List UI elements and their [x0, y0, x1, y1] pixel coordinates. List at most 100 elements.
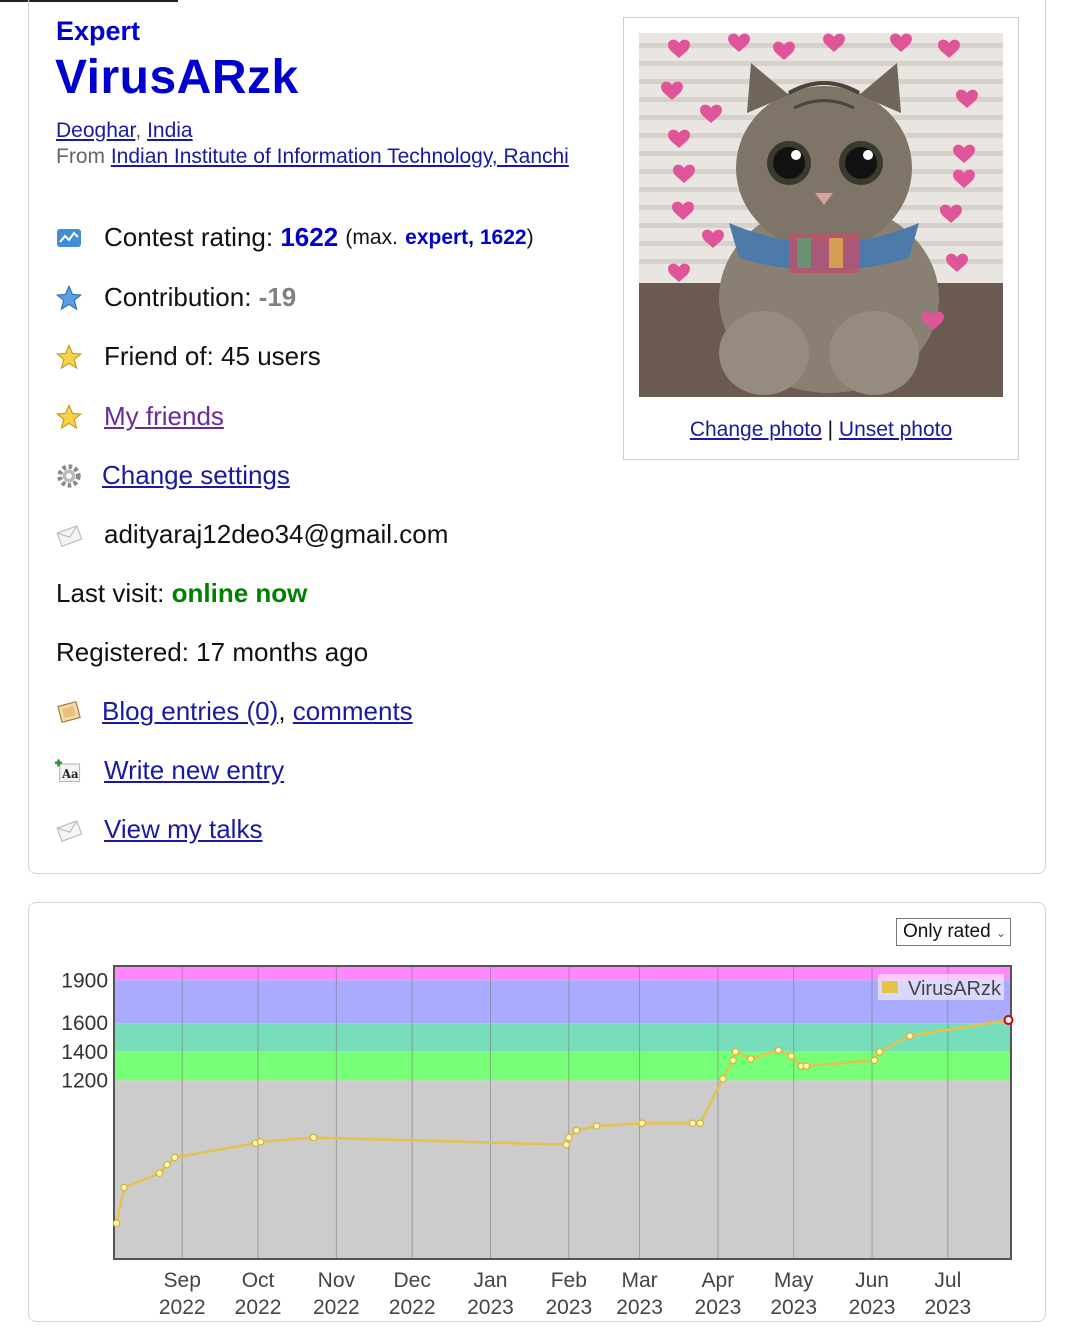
x-tick-year: 2022 [313, 1296, 360, 1319]
last-visit-row: Last visit: online now [56, 578, 307, 609]
rating-point [112, 1219, 121, 1228]
friend-of-row: Friend of: 45 users [54, 341, 321, 372]
rating-point [170, 1153, 179, 1162]
user-handle: VirusARzk [55, 51, 299, 104]
rating-point [787, 1052, 795, 1060]
blog-icon [54, 697, 84, 727]
registered-text: Registered: 17 months ago [56, 637, 369, 667]
x-tick-year: 2023 [770, 1296, 817, 1319]
rating-point [688, 1119, 697, 1128]
contest-rating-value: 1622 [280, 222, 339, 252]
photo-link-separator: | [827, 418, 834, 441]
rating-band [114, 1080, 1011, 1259]
rating-band [114, 966, 1011, 981]
last-visit-label: Last visit: [56, 578, 165, 608]
from-label: From [56, 145, 105, 168]
legend-box [878, 974, 1004, 1000]
rating-point [572, 1126, 581, 1135]
x-tick-month: May [774, 1269, 814, 1292]
email-row: adityaraj12deo34@gmail.com [54, 519, 448, 550]
rating-point [870, 1056, 879, 1065]
user-location: Deoghar, India From Indian Institute of … [56, 119, 569, 168]
organization-link[interactable]: Indian Institute of Information Technolo… [110, 145, 569, 168]
x-tick-month: Dec [393, 1269, 430, 1292]
rating-point [592, 1122, 601, 1130]
registered-row: Registered: 17 months ago [56, 637, 368, 668]
rated-filter-select[interactable]: Only rated ⌄ [896, 918, 1011, 946]
contribution-label: Contribution: [104, 282, 252, 312]
x-tick-month: Mar [621, 1269, 657, 1292]
y-tick-label: 1400 [61, 1041, 108, 1064]
gold-star-icon [54, 402, 84, 432]
rating-point [562, 1140, 571, 1149]
change-settings-link[interactable]: Change settings [102, 460, 290, 490]
svg-text:Aa: Aa [61, 767, 79, 781]
x-tick-year: 2022 [159, 1296, 206, 1319]
rating-chart: 1200 1400 1600 1900 Sep 2022 Oct 2022 Nov 2022 Dec… [61, 965, 1014, 1319]
max-rank-value: expert, 1622 [405, 225, 527, 249]
blog-entries-link[interactable]: Blog entries (0) [102, 696, 279, 726]
legend-swatch [882, 981, 898, 993]
rated-filter-value: Only rated [903, 921, 991, 942]
user-rank: Expert [56, 16, 141, 46]
x-tick-month: Jan [474, 1269, 508, 1292]
email-text: adityaraj12deo34@gmail.com [104, 519, 449, 549]
x-tick-month: Feb [551, 1269, 587, 1292]
max-close: ) [526, 225, 534, 249]
rating-point [731, 1047, 740, 1056]
rating-point [309, 1133, 318, 1142]
blog-row: Blog entries (0), comments [54, 696, 413, 727]
y-tick-label: 1900 [61, 969, 108, 992]
new-entry-icon: Aa [54, 756, 84, 786]
x-tick-month: Nov [318, 1269, 356, 1292]
rating-point [906, 1032, 914, 1040]
talks-row: View my talks [54, 814, 262, 845]
comments-link[interactable]: comments [292, 696, 413, 726]
write-new-entry-link[interactable]: Write new entry [104, 755, 285, 785]
x-tick-month: Jul [934, 1269, 961, 1292]
contest-rating-row: Contest rating: 1622 (max. expert, 1622) [54, 222, 534, 253]
x-tick-month: Oct [242, 1269, 275, 1292]
profile-card [28, 0, 1046, 874]
envelope-icon [54, 520, 84, 550]
x-tick-year: 2023 [849, 1296, 896, 1319]
current-rating-point [1003, 1015, 1014, 1026]
settings-row: Change settings [54, 460, 290, 491]
x-tick-year: 2023 [695, 1296, 742, 1319]
contribution-value: -19 [258, 282, 297, 312]
view-talks-link[interactable]: View my talks [104, 814, 263, 844]
write-entry-row: Aa Write new entry [54, 755, 284, 786]
top-divider [0, 0, 178, 2]
rating-point [719, 1075, 727, 1083]
rating-chart-card [28, 902, 1046, 1322]
city-link[interactable]: Deoghar [56, 119, 136, 142]
y-tick-label: 1600 [61, 1012, 108, 1035]
rating-point [802, 1062, 811, 1070]
friend-of-text: Friend of: 45 users [104, 341, 321, 371]
rating-point [256, 1138, 265, 1146]
rating-band [114, 1023, 1011, 1052]
x-tick-year: 2023 [924, 1296, 971, 1319]
photo-links: Change photo | Unset photo [624, 418, 1018, 442]
chevron-down-icon: ⌄ [995, 926, 1006, 940]
rating-graph-icon [54, 223, 84, 253]
rating-point [638, 1119, 646, 1128]
rating-band [114, 1051, 1011, 1081]
avatar-photo [639, 33, 1003, 397]
x-tick-month: Apr [702, 1269, 735, 1292]
change-photo-link[interactable]: Change photo [689, 418, 822, 441]
country-link[interactable]: India [147, 119, 193, 142]
unset-photo-link[interactable]: Unset photo [838, 418, 953, 441]
last-visit-value: online now [171, 578, 308, 608]
rating-point [696, 1119, 705, 1128]
my-friends-link[interactable]: My friends [104, 401, 224, 431]
envelope-icon [54, 815, 84, 845]
contest-rating-label: Contest rating: [104, 222, 274, 252]
blue-star-icon [54, 283, 84, 313]
max-open: (max. [345, 225, 398, 249]
rating-point [565, 1133, 573, 1142]
x-tick-month: Sep [164, 1269, 201, 1292]
rating-band [114, 980, 1011, 1024]
legend-label: VirusARzk [908, 978, 1002, 1000]
rating-point [746, 1055, 755, 1063]
